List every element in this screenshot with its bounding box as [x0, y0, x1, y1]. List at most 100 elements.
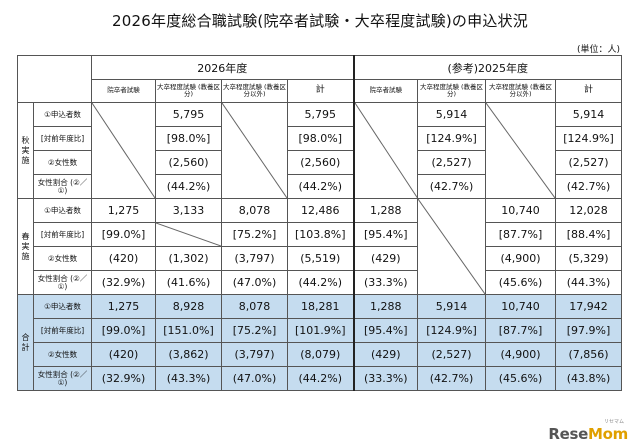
table-cell: 12,028	[554, 198, 623, 223]
col-header-2026-daisotsu-other: 大卒程度試験 (教養区分以外)	[221, 79, 288, 103]
table-cell: (42.7%)	[554, 174, 623, 199]
table-cell: 5,914	[554, 102, 623, 127]
table-cell: [98.0%]	[155, 126, 222, 151]
table-cell: 3,133	[155, 198, 222, 223]
empty-diagonal-cell	[221, 102, 288, 199]
empty-diagonal-cell	[417, 198, 486, 295]
col-header-2025-total: 計	[554, 79, 623, 103]
table-cell: 5,795	[287, 102, 354, 127]
col-header-2025-daisotsu-other: 大卒程度試験 (教養区分以外)	[485, 79, 556, 103]
table-cell: (7,856)	[554, 342, 623, 367]
table-cell: 17,942	[554, 294, 623, 319]
table-cell: 18,281	[287, 294, 354, 319]
empty-diagonal-cell	[91, 102, 156, 199]
table-cell: 8,078	[221, 294, 288, 319]
empty-diagonal-cell	[155, 222, 222, 247]
table-row: 女性割合 (②／①) (44.2%) (44.2%) (42.7%) (42.7%)	[18, 174, 623, 199]
row-label: [対前年度比]	[33, 222, 92, 247]
row-label: ②女性数	[33, 150, 92, 175]
table-row: ②女性数 (2,560) (2,560) (2,527) (2,527)	[18, 150, 623, 175]
col-header-2026-total: 計	[287, 79, 354, 103]
table-cell: (42.7%)	[417, 174, 486, 199]
table-cell: [87.7%]	[485, 318, 556, 343]
table-row: 合 計 ①申込者数 1,275 8,928 8,078 18,281 1,288 5,914 1…	[17, 294, 623, 391]
table-cell: [124.9%]	[417, 126, 486, 151]
table-cell: [151.0%]	[155, 318, 222, 343]
table-row: [対前年度比] [98.0%] [98.0%] [124.9%] [124.9%]	[18, 126, 623, 151]
row-label: ②女性数	[33, 342, 92, 367]
table-cell: (2,560)	[155, 150, 222, 175]
table-cell: [103.8%]	[287, 222, 354, 247]
header-2025: (参考)2025年度	[352, 55, 623, 80]
table-cell: (43.3%)	[155, 366, 222, 391]
table-cell: (44.2%)	[287, 174, 354, 199]
row-label: ①申込者数	[33, 294, 92, 319]
table-cell: 1,275	[91, 198, 156, 223]
table-row: 女性割合 (②／①) (32.9%) (43.3%) (47.0%) (44.2%) (3…	[18, 366, 623, 391]
table-row: ②女性数 (420) (1,302) (3,797) (5,519) (429) (4,90…	[18, 246, 623, 271]
table-cell: [95.4%]	[352, 222, 418, 247]
table-cell: (429)	[352, 342, 418, 367]
table-cell: 5,795	[155, 102, 222, 127]
table-cell: (420)	[91, 246, 156, 271]
header-2026: 2026年度	[91, 55, 354, 80]
applications-table: 2026年度 (参考)2025年度 院卒者試験 大卒程度試験 (教養区分) 大卒程度…	[17, 55, 623, 391]
table-cell: [87.7%]	[485, 222, 556, 247]
table-cell: [99.0%]	[91, 222, 156, 247]
table-cell: (3,797)	[221, 246, 288, 271]
table-cell: 5,914	[417, 102, 486, 127]
table-row: 女性割合 (②／①) (32.9%) (41.6%) (47.0%) (44.2%) (3…	[18, 270, 623, 295]
table-cell: [75.2%]	[221, 222, 288, 247]
table-cell: 12,486	[287, 198, 354, 223]
table-cell: (41.6%)	[155, 270, 222, 295]
table-cell: (2,527)	[417, 342, 486, 367]
table-cell: [124.9%]	[554, 126, 623, 151]
empty-diagonal-cell	[352, 102, 418, 199]
row-label: ②女性数	[33, 246, 92, 271]
table-cell: (420)	[91, 342, 156, 367]
table-cell: (45.6%)	[485, 366, 556, 391]
table-cell: 1,288	[352, 294, 418, 319]
table-cell: (3,797)	[221, 342, 288, 367]
table-cell: (44.2%)	[287, 366, 354, 391]
table-cell: (42.7%)	[417, 366, 486, 391]
table-cell: 10,740	[485, 294, 556, 319]
table-cell: (32.9%)	[91, 366, 156, 391]
logo-part1: Rese	[548, 425, 589, 443]
table-cell: 5,914	[417, 294, 486, 319]
table-cell: (32.9%)	[91, 270, 156, 295]
corner-cell	[17, 55, 92, 103]
table-cell: (2,560)	[287, 150, 354, 175]
table-cell: (45.6%)	[485, 270, 556, 295]
table-cell: (4,900)	[485, 342, 556, 367]
table-cell: [95.4%]	[352, 318, 418, 343]
logo-part2: Mom	[588, 425, 628, 443]
table-cell: 1,275	[91, 294, 156, 319]
unit-label: (単位：人)	[576, 45, 620, 55]
table-cell: (44.2%)	[155, 174, 222, 199]
table-cell: [101.9%]	[287, 318, 354, 343]
table-cell: [75.2%]	[221, 318, 288, 343]
col-header-2025-inin: 院卒者試験	[352, 79, 418, 103]
row-label: 女性割合 (②／①)	[33, 366, 92, 391]
table-cell: 1,288	[352, 198, 418, 223]
table-row: [対前年度比] [99.0%] [151.0%] [75.2%] [101.9%] [95…	[18, 318, 623, 343]
table-cell: (429)	[352, 246, 418, 271]
group-label-spring: 春 実 施	[17, 198, 34, 295]
group-label-total: 合 計	[17, 294, 34, 391]
table-row: 秋 実 施 ①申込者数 5,795 5,795 5,914 5,914	[17, 102, 623, 199]
row-label: [対前年度比]	[33, 126, 92, 151]
table-cell: (44.3%)	[554, 270, 623, 295]
table-cell: (1,302)	[155, 246, 222, 271]
table-cell: (2,527)	[417, 150, 486, 175]
table-cell: (4,900)	[485, 246, 556, 271]
table-cell: [88.4%]	[554, 222, 623, 247]
table-cell: (47.0%)	[221, 366, 288, 391]
table-cell: 8,078	[221, 198, 288, 223]
table-cell: (5,519)	[287, 246, 354, 271]
row-label: [対前年度比]	[33, 318, 92, 343]
table-cell: [98.0%]	[287, 126, 354, 151]
logo-subtext: リセマム	[603, 419, 624, 425]
table-cell: (2,527)	[554, 150, 623, 175]
row-label: ①申込者数	[33, 198, 92, 223]
